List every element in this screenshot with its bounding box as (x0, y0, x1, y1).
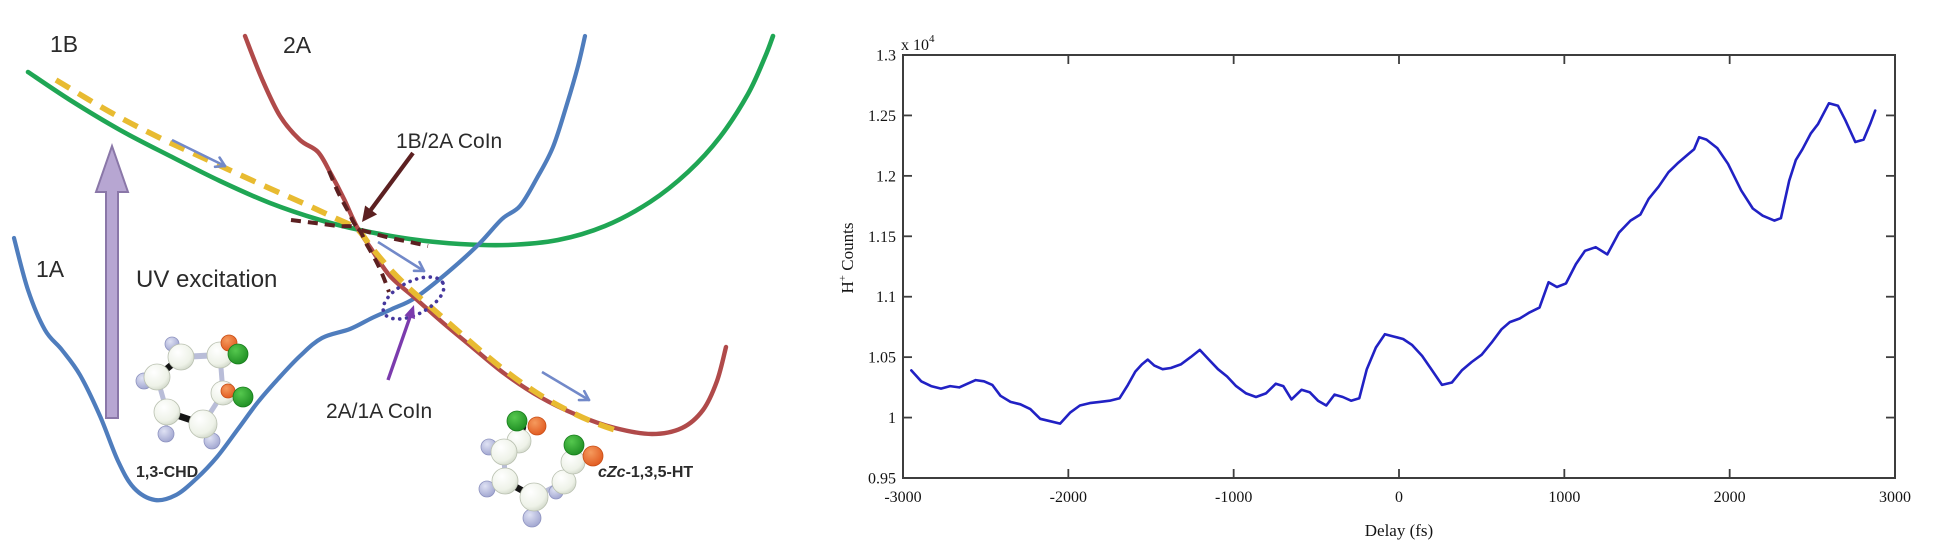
flow-arrow-shaft (377, 240, 425, 273)
label-mol-czc-ht: cZc-1,3,5-HT (598, 464, 693, 481)
atom-h (157, 425, 175, 443)
flow-arrow-head (582, 389, 591, 402)
uv-excitation-arrow-icon (94, 142, 130, 419)
x-tick-label: 3000 (1879, 489, 1911, 506)
y-tick-label: 1.25 (868, 108, 896, 125)
x-tick-label: -2000 (1050, 489, 1087, 506)
coin-2a1a-ellipse-icon (381, 275, 446, 321)
scale-exponent: 4 (929, 33, 935, 45)
y-title-main: H (838, 281, 857, 293)
data-line-series (909, 102, 1877, 425)
atom-w (491, 467, 519, 495)
relaxation-arrows (171, 138, 591, 402)
curve-2a-red (242, 33, 729, 437)
coin-2a1a-pointer-arrow-icon (386, 305, 415, 381)
diabatic-dashed-crossings (290, 170, 429, 293)
y-tick-label: 0.95 (868, 471, 896, 488)
atom-o (582, 445, 604, 467)
label-coin-1b2a: 1B/2A CoIn (396, 130, 502, 153)
y-title-rest: Counts (838, 223, 857, 275)
atom-h (522, 508, 542, 528)
hplus-counts-chart: -3000 -2000 -1000 0 1000 2000 3000 0.95 1 1.05 1.1… (837, 33, 1911, 540)
diabatic-dash-2 (290, 218, 391, 293)
label-mol-13chd: 1,3-CHD (136, 464, 198, 481)
label-state-1b: 1B (50, 31, 78, 57)
axis-tick-labels: -3000 -2000 -1000 0 1000 2000 3000 0.95 1 1.05 1.1… (868, 48, 1911, 507)
molecule-13chd-image (135, 334, 254, 450)
flow-arrow-icon-1 (171, 138, 227, 169)
atom-g (563, 434, 585, 456)
flow-arrow-head (213, 164, 227, 169)
atom-w (153, 398, 181, 426)
y-tick-label: 1 (888, 410, 896, 427)
plot-frame (902, 54, 1896, 479)
x-tick-label: 1000 (1548, 489, 1580, 506)
label-uv-excitation: UV excitation (136, 266, 277, 293)
x-tick-label: -3000 (884, 489, 921, 506)
atom-w (143, 363, 171, 391)
x-tick-label: 0 (1395, 489, 1403, 506)
flow-arrow-icon-3 (541, 370, 591, 402)
atom-w (490, 438, 518, 466)
coin-1b2a-pointer-arrow-icon (362, 151, 415, 222)
y-tick-label: 1.3 (876, 48, 896, 65)
label-mol-czc-ht-rest: -1,3,5-HT (626, 464, 694, 481)
hplus-counts-trace (909, 102, 1877, 425)
label-mol-czc-ht-italic: cZc (598, 464, 626, 481)
atom-g (227, 343, 249, 365)
y-tick-label: 1.15 (868, 229, 896, 246)
state-curve-green (25, 33, 776, 248)
label-state-2a: 2A (283, 32, 312, 58)
x-axis-title: Delay (fs) (1365, 521, 1433, 540)
energy-diagram: 1B 2A 1A UV excitation 1B/2A CoIn 2A/1A … (11, 31, 776, 528)
atom-w (167, 343, 195, 371)
x-tick-label: -1000 (1215, 489, 1252, 506)
axis-ticks (902, 54, 1896, 479)
atom-w (519, 482, 549, 512)
atom-g (506, 410, 528, 432)
diabatic-dash-1 (327, 170, 429, 248)
curve-1b-green (25, 33, 776, 248)
atom-w (188, 409, 218, 439)
y-tick-label: 1.05 (868, 350, 896, 367)
atom-g (232, 386, 254, 408)
state-curve-red (242, 33, 729, 437)
x-tick-label: 2000 (1714, 489, 1746, 506)
flow-arrow-head (218, 156, 227, 168)
scale-mantissa: x 10 (901, 37, 929, 54)
y-axis-title: H+ Counts (837, 223, 857, 294)
flow-arrow-shaft (171, 138, 226, 168)
y-tick-label: 1.2 (876, 168, 896, 185)
state-curve-blue (11, 33, 588, 503)
y-axis-scale-label: x 104 (901, 33, 935, 54)
flow-arrow-shaft (541, 370, 590, 402)
y-tick-label: 1.1 (876, 289, 896, 306)
y-title-sup: + (837, 275, 849, 281)
atom-o (527, 416, 547, 436)
label-coin-2a1a: 2A/1A CoIn (326, 400, 432, 423)
flow-arrow-icon-2 (377, 240, 426, 273)
label-state-1a: 1A (36, 256, 65, 282)
molecule-czc-ht-image (478, 410, 604, 528)
curve-1a-blue (11, 33, 588, 503)
flow-arrow-head (418, 260, 426, 273)
